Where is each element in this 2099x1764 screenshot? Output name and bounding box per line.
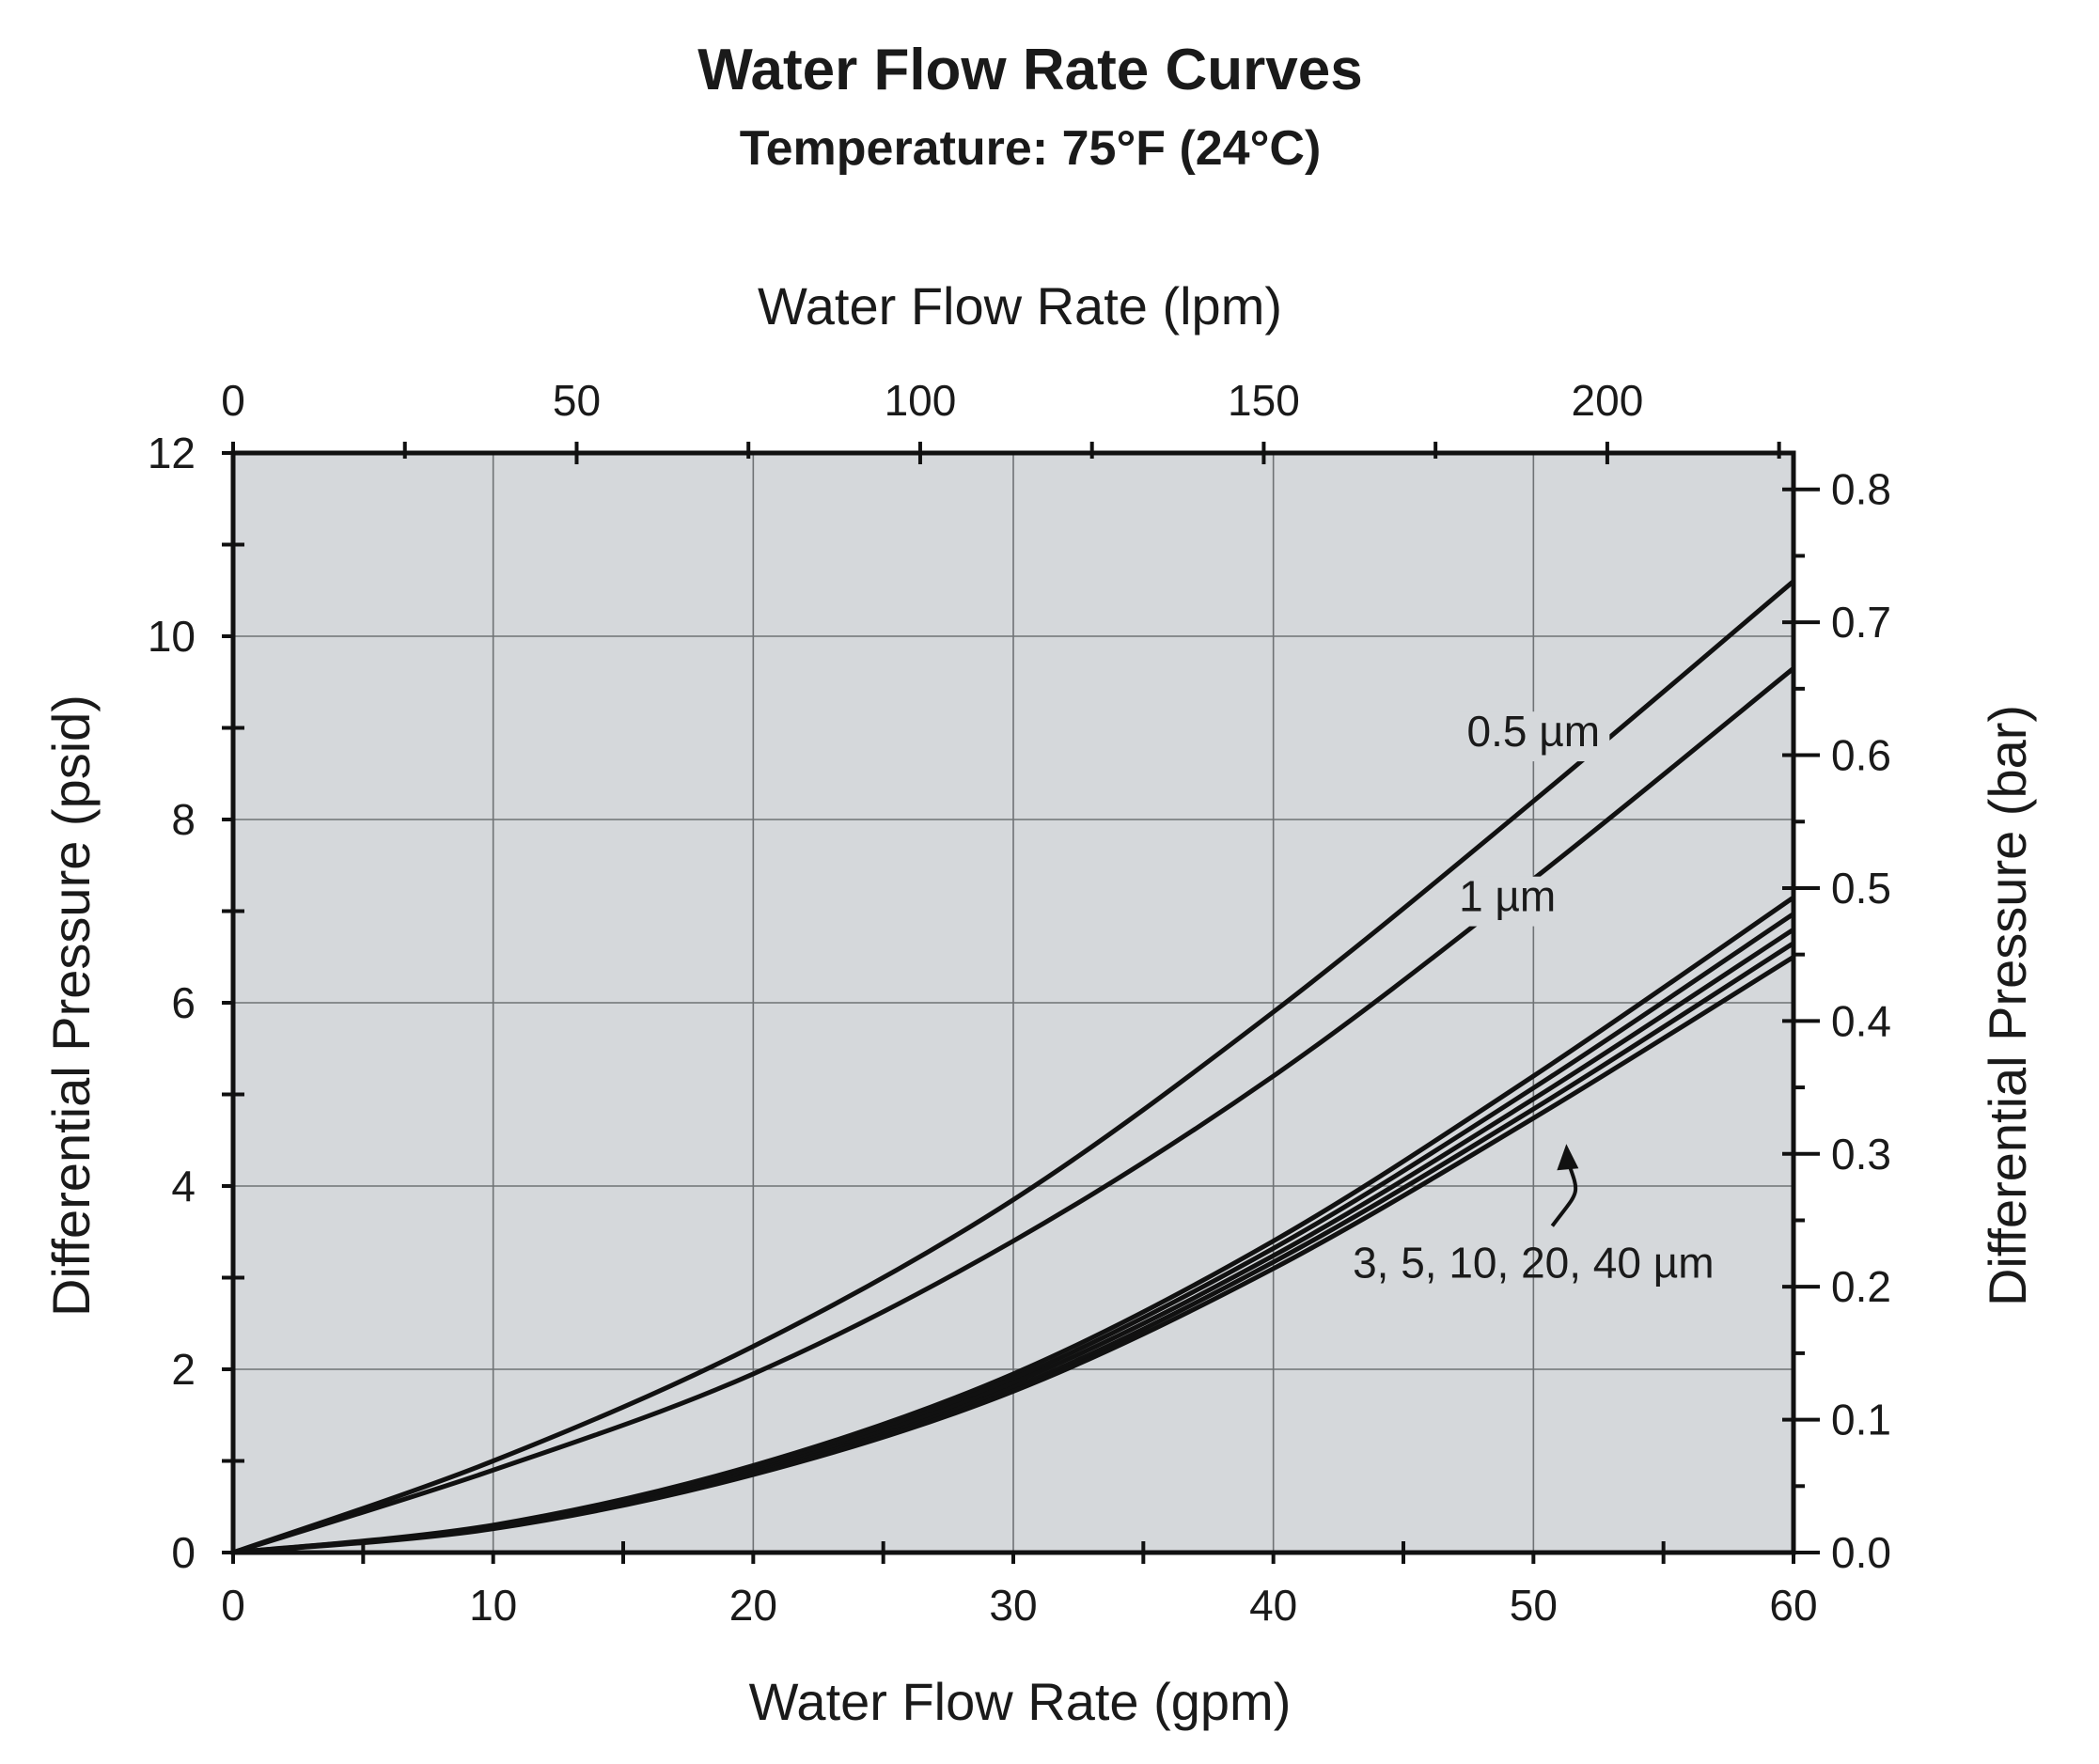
x-tick-label: 10 [469,1581,517,1630]
x2-tick-label: 50 [553,376,601,425]
x2-axis-title: Water Flow Rate (lpm) [758,276,1282,336]
annotation-multi-um: 3, 5, 10, 20, 40 µm [1353,1239,1715,1288]
y-axis-title: Differential Pressure (psid) [41,695,101,1317]
x2-tick-label: 200 [1572,376,1644,425]
y2-axis-title: Differential Pressure (bar) [1978,705,2037,1306]
y-tick-label: 2 [171,1345,196,1394]
y2-tick-label: 0.6 [1831,731,1891,780]
x2-tick-label: 0 [221,376,245,425]
y2-tick-label: 0.7 [1831,598,1891,647]
x-tick-label: 30 [989,1581,1037,1630]
y2-tick-label: 0.2 [1831,1262,1891,1311]
y-tick-label: 6 [171,978,196,1027]
annotation-1-um-bg [1452,876,1562,927]
x-tick-label: 40 [1249,1581,1297,1630]
y-tick-label: 12 [148,429,196,477]
y-tick-label: 4 [171,1162,196,1210]
y2-tick-label: 0.3 [1831,1130,1891,1179]
x-axis-title: Water Flow Rate (gpm) [749,1672,1292,1731]
y2-tick-label: 0.4 [1831,996,1891,1045]
arrowhead-icon [1557,1144,1579,1171]
chart-subtitle: Temperature: 75°F (24°C) [740,121,1322,176]
tick-labels: 0 10 20 30 40 50 60 0 2 4 6 8 10 12 0 50 100 150 200 0.0 0.1… [148,376,1891,1630]
x-tick-label: 20 [729,1581,777,1630]
x-tick-label: 50 [1510,1581,1558,1630]
y2-tick-label: 0.0 [1831,1528,1891,1577]
annotation-0-5-um-bg [1457,711,1610,762]
x2-tick-label: 150 [1228,376,1300,425]
y-tick-label: 8 [171,795,196,844]
x2-tick-label: 100 [885,376,957,425]
y2-tick-label: 0.1 [1831,1396,1891,1444]
y2-tick-label: 0.8 [1831,465,1891,514]
y2-tick-label: 0.5 [1831,864,1891,913]
axis-ticks [222,442,1820,1564]
annotation-0-5-um: 0.5 µm [1467,707,1601,756]
annotation-group: 0.5 µm 1 µm 3, 5, 10, 20, 40 µm [1353,707,1715,1288]
chart-title: Water Flow Rate Curves [697,38,1362,102]
y-tick-label: 0 [171,1528,196,1577]
y-tick-label: 10 [148,612,196,661]
annotation-1-um: 1 µm [1459,872,1556,921]
x-tick-label: 60 [1769,1581,1817,1630]
series-line-1 [230,579,1796,1555]
x-tick-label: 0 [221,1581,245,1630]
series-line-7 [230,954,1796,1555]
grid [233,453,1794,1553]
